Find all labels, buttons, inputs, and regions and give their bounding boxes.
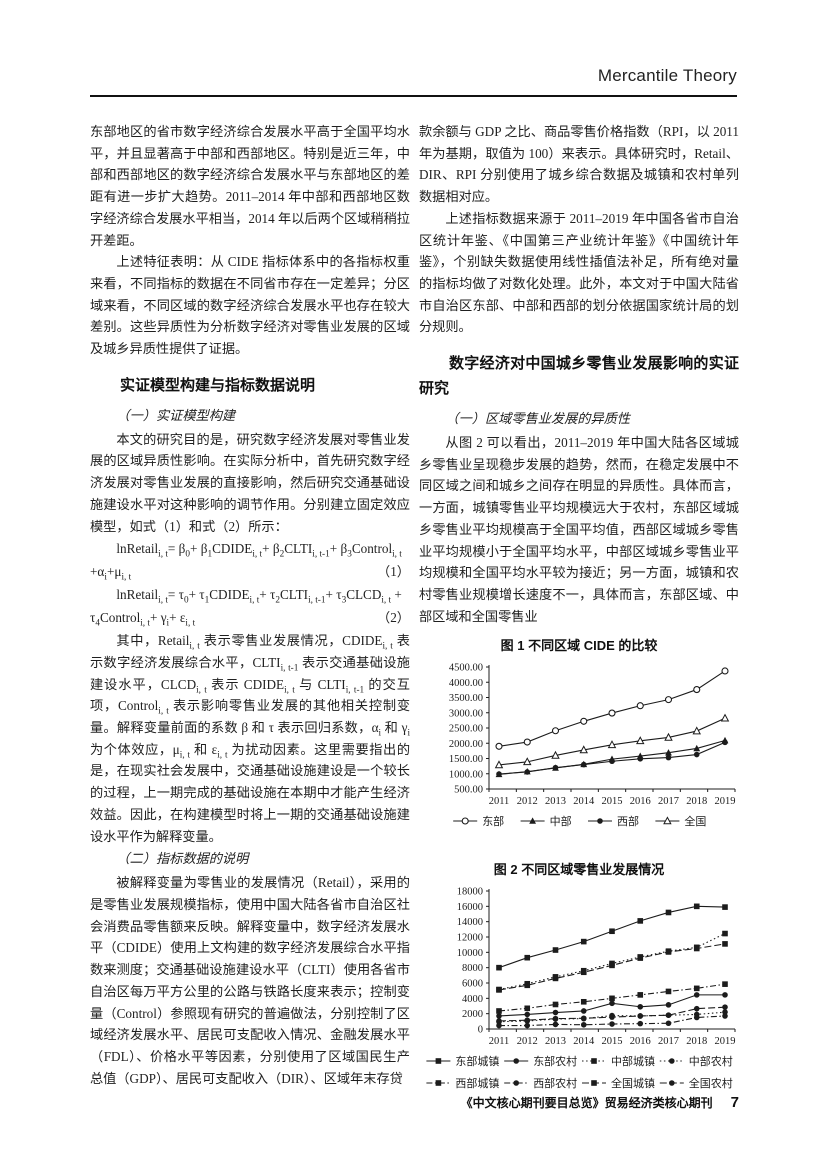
page-footer: 《中文核心期刊要目总览》贸易经济类核心期刊 7 [419, 1094, 739, 1111]
formula-2-number: （2） [377, 609, 410, 625]
svg-text:西部城镇: 西部城镇 [455, 1076, 499, 1090]
svg-text:中部城镇: 中部城镇 [611, 1054, 655, 1068]
svg-text:8000: 8000 [462, 964, 483, 975]
svg-text:2015: 2015 [602, 796, 623, 807]
right-column: 款余额与 GDP 之比、商品零售价格指数（RPI，以 2011 年为基期，取值为… [419, 121, 739, 1113]
svg-text:2012: 2012 [517, 796, 538, 807]
svg-text:2017: 2017 [658, 1036, 679, 1047]
svg-text:2014: 2014 [573, 1036, 595, 1047]
formula-1: lnRetaili, t= β0+ β1CDIDEi, t+ β2CLTIi, … [90, 538, 410, 583]
svg-text:3000.00: 3000.00 [449, 709, 483, 720]
svg-text:西部农村: 西部农村 [533, 1076, 577, 1090]
svg-text:6000: 6000 [462, 979, 483, 990]
svg-text:10000: 10000 [457, 948, 483, 959]
chart1-canvas: 500.00 1000.00 1500.00 2000.00 2500.00 3000.0… [419, 659, 739, 851]
svg-text:2011: 2011 [489, 1036, 510, 1047]
formula-2: lnRetaili, t= τ0+ τ1CDIDEi, t+ τ2CLTIi, … [90, 584, 410, 629]
figure-1: 图 1 不同区域 CIDE 的比较 500.00 1000.00 1500.00 20… [419, 637, 739, 851]
svg-text:2018: 2018 [686, 796, 707, 807]
chart2-title: 图 2 不同区域零售业发展情况 [493, 862, 665, 878]
formula-1-body: lnRetaili, t= β0+ β1CDIDEi, t+ β2CLTIi, … [90, 541, 402, 582]
paragraph: 被解释变量为零售业的发展情况（Retail），采用的是零售业发展规模指标，使用中… [90, 875, 410, 1086]
svg-text:2500.00: 2500.00 [449, 724, 483, 735]
svg-text:2013: 2013 [545, 1036, 566, 1047]
paragraph: 其中，Retaili, t 表示零售业发展情况，CDIDEi, t 表示数字经济… [90, 633, 411, 844]
svg-text:东部农村: 东部农村 [533, 1054, 577, 1068]
svg-text:2011: 2011 [489, 796, 510, 807]
svg-text:2015: 2015 [602, 1036, 623, 1047]
paragraph: 上述指标数据来源于 2011–2019 年中国各省市自治区统计年鉴、《中国第三产… [419, 210, 739, 335]
formula-1-number: （1） [377, 563, 410, 579]
svg-text:18000: 18000 [457, 887, 483, 898]
svg-text:2017: 2017 [658, 796, 679, 807]
subsection-heading: （二）指标数据的说明 [116, 851, 249, 867]
svg-text:4000.00: 4000.00 [449, 678, 483, 689]
svg-text:全国城镇: 全国城镇 [611, 1076, 655, 1090]
svg-text:4500.00: 4500.00 [449, 663, 483, 674]
svg-text:西部: 西部 [617, 814, 639, 828]
section-heading-empirical: 数字经济对中国城乡零售业发展影响的实证研究 [419, 355, 739, 398]
svg-text:1000.00: 1000.00 [449, 770, 483, 781]
subsection-heading: （一）区域零售业发展的异质性 [445, 411, 631, 427]
footer-journal-note: 《中文核心期刊要目总览》贸易经济类核心期刊 [460, 1096, 713, 1110]
svg-text:中部农村: 中部农村 [689, 1054, 733, 1068]
chart2-canvas: 0 2000 4000 6000 8000 10000 12000 14000 16000 180… [419, 883, 739, 1113]
svg-text:2014: 2014 [573, 796, 595, 807]
svg-text:1500.00: 1500.00 [449, 754, 483, 765]
svg-text:2019: 2019 [715, 796, 736, 807]
paragraph: 款余额与 GDP 之比、商品零售价格指数（RPI，以 2011 年为基期，取值为… [419, 124, 739, 205]
subsection-heading: （一）实证模型构建 [116, 407, 236, 423]
svg-text:全国: 全国 [684, 814, 706, 828]
svg-text:2012: 2012 [517, 1036, 538, 1047]
formula-2-body: lnRetaili, t= τ0+ τ1CDIDEi, t+ τ2CLTIi, … [90, 587, 402, 628]
paragraph: 本文的研究目的是，研究数字经济发展对零售业发展的区域异质性影响。在实际分析中，首… [90, 431, 410, 534]
svg-text:东部: 东部 [482, 814, 504, 828]
svg-text:中部: 中部 [550, 814, 572, 828]
svg-text:16000: 16000 [457, 902, 483, 913]
svg-text:500.00: 500.00 [454, 785, 483, 796]
paragraph: 东部地区的省市数字经济综合发展水平高于全国平均水平，并且显著高于中部和西部地区。… [90, 124, 410, 248]
page-number: 7 [730, 1094, 739, 1111]
svg-text:14000: 14000 [457, 918, 483, 929]
svg-text:2013: 2013 [545, 796, 566, 807]
svg-text:2019: 2019 [715, 1036, 736, 1047]
figure-2: 图 2 不同区域零售业发展情况 0 2000 4000 6000 8000 10000 12… [419, 861, 739, 1113]
svg-text:3500.00: 3500.00 [449, 693, 483, 704]
svg-text:4000: 4000 [462, 994, 483, 1005]
paragraph: 从图 2 可以看出，2011–2019 年中国大陆各区域城乡零售业呈现稳步发展的… [419, 435, 739, 624]
paragraph: 上述特征表明：从 CIDE 指标体系中的各指标权重来看，不同指标的数据在不同省市… [90, 254, 410, 357]
svg-text:12000: 12000 [457, 933, 483, 944]
svg-text:0: 0 [478, 1025, 483, 1036]
svg-text:2016: 2016 [630, 796, 651, 807]
journal-name: Mercantile Theory [597, 66, 737, 85]
svg-text:全国农村: 全国农村 [689, 1076, 733, 1090]
section-heading-model: 实证模型构建与指标数据说明 [120, 376, 316, 394]
left-column: 东部地区的省市数字经济综合发展水平高于全国平均水平，并且显著高于中部和西部地区。… [90, 121, 410, 1089]
header-rule [90, 95, 737, 97]
svg-text:2000: 2000 [462, 1010, 483, 1021]
svg-text:2000.00: 2000.00 [449, 739, 483, 750]
svg-text:2016: 2016 [630, 1036, 651, 1047]
svg-text:2018: 2018 [686, 1036, 707, 1047]
svg-text:东部城镇: 东部城镇 [455, 1054, 499, 1068]
chart1-title: 图 1 不同区域 CIDE 的比较 [500, 638, 658, 654]
